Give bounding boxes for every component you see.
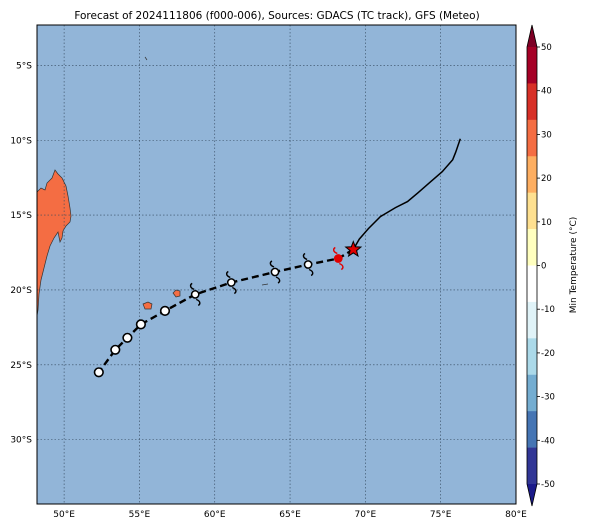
rodrigues-island bbox=[261, 283, 269, 286]
colorbar-tick-label: -30 bbox=[541, 393, 555, 403]
current-position-marker bbox=[344, 240, 363, 258]
tropical-storm-icon bbox=[189, 282, 201, 307]
colorbar-band bbox=[527, 338, 537, 376]
colorbar-tick-label: 50 bbox=[541, 43, 552, 53]
latitude-tick-label: 5°S bbox=[16, 61, 32, 71]
tropical-storm-icon bbox=[225, 270, 237, 295]
forecast-track bbox=[93, 246, 354, 378]
colorbar-band bbox=[527, 156, 537, 193]
colorbar-tick-label: 20 bbox=[541, 174, 552, 184]
colorbar-tick-label: -50 bbox=[541, 480, 555, 490]
latitude-tick-label: 20°S bbox=[10, 286, 32, 296]
longitude-tick-label: 55°E bbox=[129, 510, 151, 520]
agalega-islet bbox=[144, 56, 148, 61]
latitude-labels: 5°S 10°S 15°S 20°S 25°S 30°S bbox=[10, 61, 32, 445]
forecast-symbols bbox=[93, 246, 344, 378]
colorbar-band bbox=[527, 411, 537, 448]
latitude-tick-label: 25°S bbox=[10, 361, 32, 371]
colorbar-band bbox=[527, 83, 537, 121]
ocean-background bbox=[37, 25, 516, 504]
longitude-tick-label: 70°E bbox=[355, 510, 377, 520]
tropical-storm-icon bbox=[332, 246, 344, 271]
madagascar-landmass bbox=[36, 169, 72, 317]
colorbar-ticks: 50 40 30 20 10 0 -10 -20 -30 -40 -50 bbox=[537, 43, 555, 490]
past-track bbox=[352, 138, 462, 250]
latitude-tick-label: 15°S bbox=[10, 211, 32, 221]
colorbar-tick-label: -40 bbox=[541, 436, 555, 446]
forecast-position-circle bbox=[93, 367, 104, 378]
colorbar-extend-top bbox=[527, 25, 537, 47]
longitude-tick-label: 60°E bbox=[204, 510, 226, 520]
figure-title: Forecast of 2024111806 (f000-006), Sourc… bbox=[74, 10, 479, 22]
longitude-tick-label: 75°E bbox=[430, 510, 452, 520]
gridlines bbox=[37, 25, 516, 504]
colorbar-band bbox=[527, 301, 537, 339]
colorbar-band bbox=[527, 192, 537, 230]
forecast-position-circle bbox=[135, 319, 146, 330]
colorbar-tick-label: 40 bbox=[541, 87, 552, 97]
tropical-storm-icon bbox=[269, 260, 281, 284]
colorbar-tick-label: -10 bbox=[541, 305, 555, 315]
forecast-position-circle bbox=[122, 332, 133, 343]
mauritius-island bbox=[172, 289, 181, 298]
past-track-line bbox=[352, 138, 462, 250]
longitude-tick-label: 50°E bbox=[53, 510, 75, 520]
map-panel: 50°E 55°E 60°E 65°E 70°E 75°E 80°E 5°S 10°S 15°S… bbox=[10, 24, 527, 520]
colorbar-tick-label: 30 bbox=[541, 130, 552, 140]
colorbar: 50 40 30 20 10 0 -10 -20 -30 -40 -50 Min Temperatu… bbox=[526, 24, 579, 507]
colorbar-band bbox=[527, 119, 537, 157]
current-position-star-icon bbox=[344, 240, 363, 258]
land-areas bbox=[36, 56, 269, 317]
latitude-tick-label: 10°S bbox=[10, 136, 32, 146]
longitude-labels: 50°E 55°E 60°E 65°E 70°E 75°E 80°E bbox=[53, 510, 527, 520]
colorbar-band bbox=[527, 447, 537, 485]
colorbar-extend-bottom bbox=[527, 484, 537, 506]
colorbar-bands bbox=[526, 24, 538, 507]
reunion-island bbox=[142, 301, 153, 310]
colorbar-tick-label: 0 bbox=[541, 262, 546, 272]
colorbar-label: Min Temperature (°C) bbox=[569, 217, 579, 314]
map-frame bbox=[36, 24, 517, 505]
colorbar-band bbox=[527, 47, 537, 84]
longitude-tick-label: 80°E bbox=[505, 510, 527, 520]
tropical-storm-icon bbox=[302, 252, 314, 277]
latitude-tick-label: 30°S bbox=[10, 436, 32, 446]
longitude-tick-label: 65°E bbox=[279, 510, 301, 520]
forecast-position-circle bbox=[110, 344, 121, 355]
colorbar-tick-label: 10 bbox=[541, 218, 552, 228]
colorbar-tick-label: -20 bbox=[541, 349, 555, 359]
forecast-position-circle bbox=[159, 305, 171, 316]
colorbar-band bbox=[527, 229, 537, 266]
colorbar-band bbox=[527, 374, 537, 412]
colorbar-band bbox=[527, 265, 537, 303]
